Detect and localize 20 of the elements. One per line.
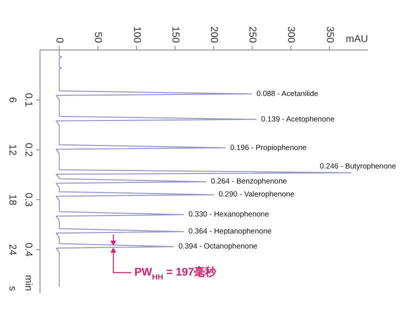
x-tick-label: 250: [246, 26, 258, 44]
x-tick-label: 200: [208, 26, 220, 44]
y2-tick-label: 24: [6, 244, 18, 256]
x-tick-label: 100: [130, 26, 142, 44]
y2-tick-label: 12: [6, 144, 18, 156]
y-axis-title: min: [22, 274, 34, 291]
y2-tick-label: 6: [6, 97, 18, 104]
x-tick-label: 350: [324, 26, 335, 44]
y-tick-label: 0.1: [22, 92, 34, 108]
y-tick-label: 0.4: [22, 242, 34, 257]
x-axis-title: mAU: [346, 34, 368, 45]
y2-axis-title: s: [6, 286, 18, 291]
annotation: PW$_{HH}$ = 197毫秒: [134, 266, 218, 282]
x-tick-label: 150: [169, 26, 180, 44]
x-tick-label: 50: [92, 32, 104, 44]
y2-tick-label: 18: [6, 194, 18, 206]
y-tick-label: 0.2: [22, 142, 34, 158]
x-tick-label: 300: [285, 26, 296, 44]
x-tick-label: 0: [54, 37, 65, 44]
y-tick-label: 0.3: [22, 192, 34, 208]
